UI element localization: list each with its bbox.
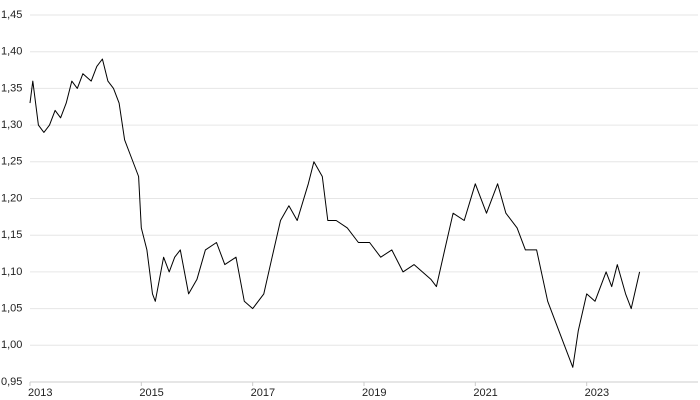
- y-tick-label: 0,95: [1, 376, 22, 388]
- y-tick-label: 1,05: [1, 303, 22, 315]
- line: [29, 58, 641, 368]
- y-tick-label: 1,00: [1, 339, 22, 351]
- y-tick-label: 1,25: [1, 156, 22, 168]
- x-tick-label: 2023: [585, 387, 609, 399]
- x-tick-label: 2019: [362, 387, 386, 399]
- x-tick-label: 2015: [139, 387, 163, 399]
- y-tick-label: 1,30: [1, 119, 22, 131]
- x-tick-label: 2017: [251, 387, 275, 399]
- y-tick-label: 1,15: [1, 229, 22, 241]
- x-tick-label: 2013: [28, 387, 52, 399]
- y-tick-label: 1,10: [1, 266, 22, 278]
- y-tick-label: 1,35: [1, 82, 22, 94]
- y-tick-label: 1,45: [1, 9, 22, 21]
- y-tick-label: 1,20: [1, 192, 22, 204]
- x-tick-label: 2021: [473, 387, 497, 399]
- y-tick-label: 1,40: [1, 46, 22, 58]
